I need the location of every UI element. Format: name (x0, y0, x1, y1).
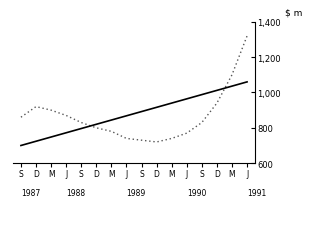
Text: 1987: 1987 (21, 188, 40, 197)
Text: 1989: 1989 (127, 188, 146, 197)
Text: 1990: 1990 (187, 188, 206, 197)
Text: 1991: 1991 (247, 188, 266, 197)
Text: $ m: $ m (285, 8, 302, 17)
Text: 1988: 1988 (66, 188, 85, 197)
